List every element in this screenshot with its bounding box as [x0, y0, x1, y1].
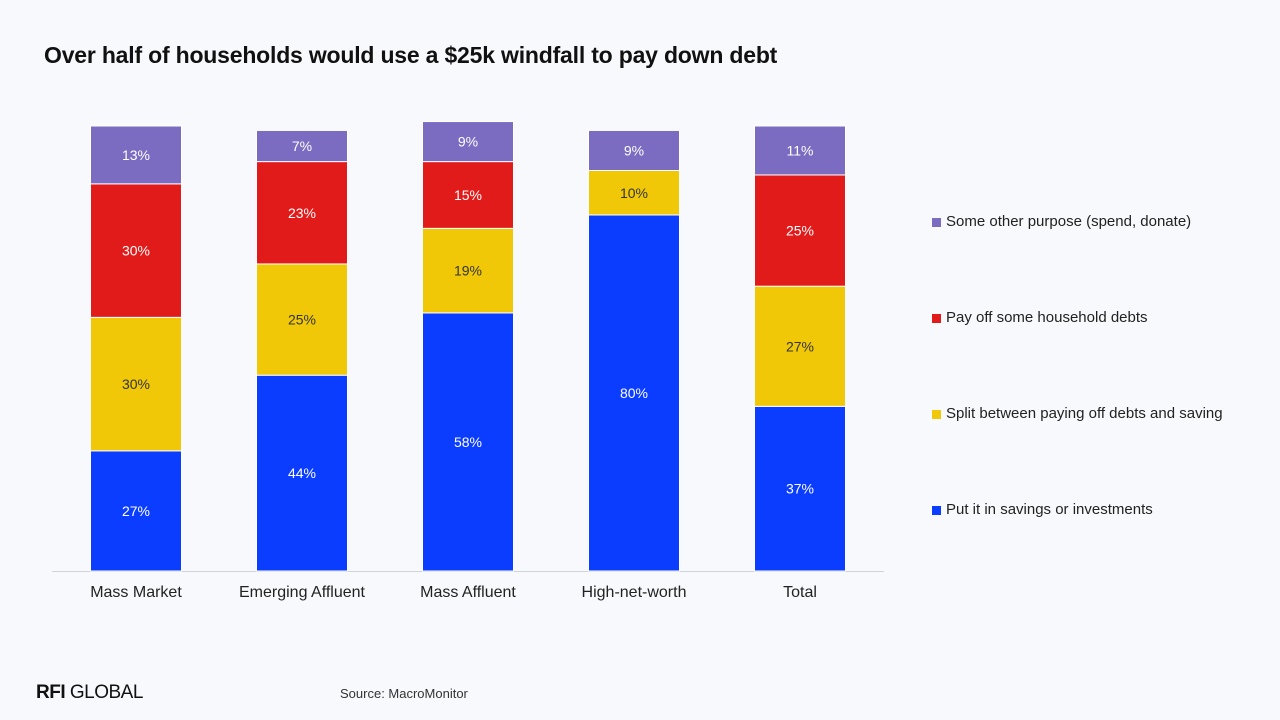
x-tick-label: Mass Affluent	[420, 584, 516, 601]
data-label: 27%	[786, 338, 814, 354]
legend-swatch-other	[932, 218, 941, 227]
stacked-bar-chart: 27% 30% 30% 13% Mass Market 44% 25% 23% 7% Emergi…	[52, 121, 884, 601]
brand-logo: RFI GLOBAL	[36, 682, 143, 704]
data-label: 9%	[624, 142, 644, 158]
legend-label-split: Split between paying off debts and savin…	[946, 405, 1223, 422]
data-label: 13%	[122, 147, 150, 163]
legend-swatch-pay-debts	[932, 314, 941, 323]
data-label: 30%	[122, 376, 150, 392]
legend: Some other purpose (spend, donate) Pay o…	[932, 212, 1232, 596]
legend-item-split: Split between paying off debts and savin…	[932, 404, 1232, 500]
bar-segment	[422, 161, 514, 229]
bar-segment	[588, 129, 680, 171]
data-label: 11%	[787, 142, 814, 158]
data-label: 23%	[288, 205, 316, 221]
data-label: 25%	[288, 312, 316, 328]
data-label: 44%	[288, 465, 316, 481]
legend-label-savings: Put it in savings or investments	[946, 501, 1153, 518]
legend-label-pay-debts: Pay off some household debts	[946, 309, 1148, 326]
data-label: 30%	[122, 243, 150, 259]
data-label: 25%	[786, 223, 814, 239]
bar-segment	[754, 125, 846, 176]
bar-segment	[422, 121, 514, 163]
bar-segment	[754, 174, 846, 287]
legend-item-savings: Put it in savings or investments	[932, 500, 1232, 596]
chart-title: Over half of households would use a $25k…	[44, 42, 778, 68]
bar-segment	[754, 405, 846, 572]
bar-segment	[256, 263, 348, 376]
bar-segment	[256, 129, 348, 163]
bar-segment	[754, 285, 846, 407]
data-label: 7%	[292, 138, 312, 154]
bar-segment	[90, 316, 182, 452]
bar-segment	[588, 214, 680, 572]
bar-segment	[90, 125, 182, 185]
data-label: 9%	[458, 134, 478, 150]
data-label: 10%	[620, 185, 648, 201]
source-note: Source: MacroMonitor	[340, 686, 468, 701]
brand-bold: RFI	[36, 682, 66, 703]
x-tick-label: Total	[783, 584, 817, 601]
x-tick-label: Mass Market	[90, 584, 182, 601]
brand-rest: GLOBAL	[65, 682, 144, 703]
data-label: 37%	[786, 481, 814, 497]
x-tick-label: Emerging Affluent	[239, 584, 366, 601]
bar-segment	[422, 312, 514, 572]
legend-swatch-savings	[932, 506, 941, 515]
legend-label-other: Some other purpose (spend, donate)	[946, 213, 1192, 230]
legend-swatch-split	[932, 410, 941, 419]
data-label: 27%	[122, 503, 150, 519]
data-label: 80%	[620, 385, 648, 401]
bar-segment	[90, 183, 182, 318]
data-label: 58%	[454, 434, 482, 450]
legend-item-pay-debts: Pay off some household debts	[932, 308, 1232, 404]
data-label: 15%	[454, 187, 482, 203]
bar-segment	[256, 161, 348, 265]
bar-segment	[256, 374, 348, 572]
x-tick-label: High-net-worth	[582, 584, 687, 601]
data-label: 19%	[454, 263, 482, 279]
bar-segment	[90, 450, 182, 572]
legend-item-other: Some other purpose (spend, donate)	[932, 212, 1232, 308]
